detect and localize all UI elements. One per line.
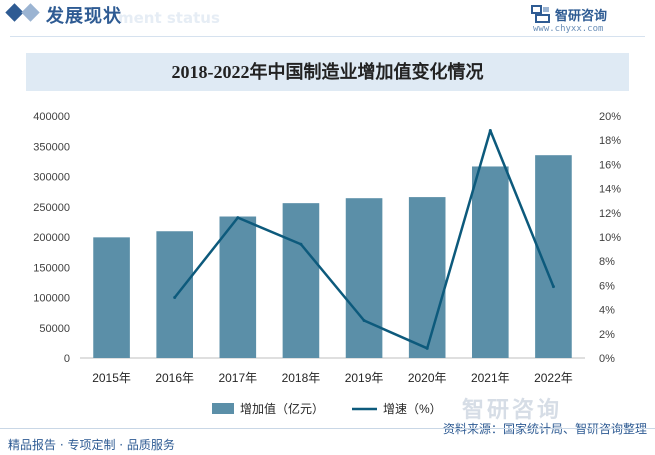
footer-divider (0, 428, 655, 429)
y-left-tick-label: 300000 (33, 172, 70, 184)
bar (472, 166, 509, 358)
bar (156, 231, 193, 358)
chart-area: 0 50000 100000 150000 200000 250000 300000 3500… (33, 111, 621, 416)
line-point (488, 129, 492, 133)
x-tick-label: 2022年 (534, 371, 573, 385)
y-right-tick-label: 12% (599, 208, 621, 220)
y-left-tick-label: 150000 (33, 262, 70, 274)
x-tick-label: 2021年 (471, 371, 510, 385)
y-right-tick-label: 8% (599, 256, 615, 268)
y-left-tick-label: 0 (64, 353, 70, 365)
bar (282, 203, 320, 358)
line-point (362, 318, 366, 322)
y-left-tick-label: 100000 (33, 293, 70, 305)
brand-url: www.chyxx.com (533, 24, 604, 34)
brand-logo: 智研咨询 www.chyxx.com (531, 4, 641, 34)
x-tick-label: 2019年 (345, 371, 384, 385)
y-right-tick-label: 2% (599, 329, 615, 341)
y-left-tick-label: 50000 (39, 323, 70, 335)
footer-slogan: 精品报告 · 专项定制 · 品质服务 (8, 438, 175, 452)
bar (345, 198, 383, 358)
chart-title-banner: 2018-2022年中国制造业增加值变化情况 (26, 53, 629, 91)
bar (93, 237, 130, 358)
line-point (236, 216, 240, 220)
legend-swatch-bar (212, 403, 234, 414)
y-left-tick-label: 200000 (33, 232, 70, 244)
y-left-tick-label: 400000 (33, 111, 70, 123)
y-right-tick-label: 18% (599, 135, 621, 147)
y-left-tick-label: 250000 (33, 202, 70, 214)
bar (408, 197, 446, 358)
y-right-tick-label: 10% (599, 232, 621, 244)
diamond-icon (21, 3, 40, 22)
brand-name: 智研咨询 (555, 9, 608, 24)
y-right-tick-label: 4% (599, 305, 615, 317)
x-tick-label: 2020年 (408, 371, 447, 385)
header-subtitle: ment status (118, 9, 220, 27)
y-left-tick-label: 350000 (33, 141, 70, 153)
bar (219, 216, 257, 358)
x-tick-label: 2017年 (218, 371, 257, 385)
y-right-tick-label: 20% (599, 111, 621, 123)
brand-logo-icon (531, 5, 550, 23)
line-point (551, 285, 555, 289)
line-point (173, 296, 177, 299)
page-title: 发展现状 (46, 6, 122, 27)
header-divider (10, 36, 645, 37)
legend-label: 增速（%） (383, 402, 442, 416)
x-tick-label: 2016年 (155, 371, 194, 385)
y-right-tick-label: 16% (599, 159, 621, 171)
data-source: 资料来源：国家统计局、智研咨询整理 (442, 422, 647, 436)
legend-label: 增加值（亿元） (240, 401, 324, 416)
chart-title: 2018-2022年中国制造业增加值变化情况 (171, 62, 484, 82)
y-right-tick-label: 14% (599, 184, 621, 196)
page-header: ment status 发展现状 智研咨询 www.chyxx.com (0, 0, 655, 34)
line-point (425, 346, 429, 350)
x-tick-label: 2018年 (282, 371, 321, 385)
y-right-tick-label: 6% (599, 280, 615, 292)
line-point (299, 242, 303, 246)
y-right-tick-label: 0% (599, 353, 615, 365)
x-tick-label: 2015年 (92, 371, 131, 385)
watermark-brand: 智研咨询 (462, 398, 563, 423)
